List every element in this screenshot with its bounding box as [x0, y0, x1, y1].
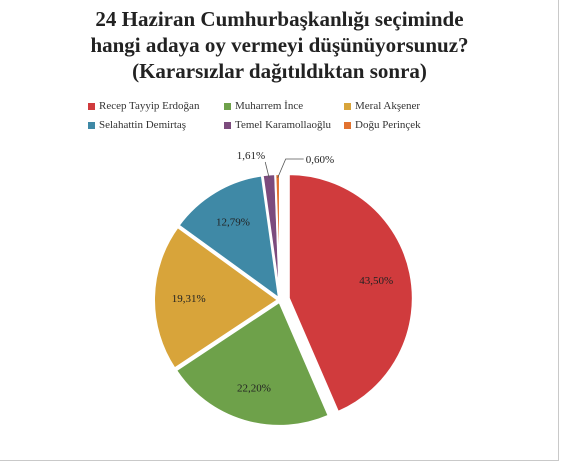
- pie-slice: [287, 173, 414, 414]
- chart-title-line-2: hangi adaya oy vermeyi düşünüyorsunuz?: [90, 33, 469, 57]
- legend-item: Selahattin Demirtaş: [88, 119, 224, 132]
- pie-slice: [153, 225, 280, 370]
- legend-label: Selahattin Demirtaş: [99, 119, 187, 131]
- legend-label: Doğu Perinçek: [355, 119, 421, 131]
- legend-label: Meral Akşener: [355, 100, 421, 112]
- legend-label: Recep Tayyip Erdoğan: [99, 100, 200, 112]
- legend-item: Temel Karamollaoğlu: [224, 119, 344, 132]
- pie-slice: [274, 172, 281, 299]
- leader-line: [277, 158, 304, 178]
- data-label: 1,61%: [237, 150, 265, 162]
- chart-frame: [0, 0, 559, 461]
- pie-slice: [177, 174, 281, 301]
- chart-legend: Recep Tayyip Erdoğan Muharrem İnce Meral A…: [88, 100, 468, 132]
- legend-item: Recep Tayyip Erdoğan: [88, 100, 224, 113]
- legend-swatch: [224, 103, 231, 110]
- chart-title-line-3: (Kararsızlar dağıtıldıktan sonra): [132, 59, 427, 83]
- pie-slice: [174, 300, 331, 427]
- legend-item: Muharrem İnce: [224, 100, 344, 113]
- data-label: 22,20%: [237, 383, 271, 395]
- chart-title: 24 Haziran Cumhurbaşkanlığı seçiminde ha…: [0, 6, 559, 84]
- data-label: 12,79%: [216, 217, 250, 229]
- legend-swatch: [344, 122, 351, 129]
- leader-line: [264, 161, 270, 179]
- legend-item: Doğu Perinçek: [344, 119, 468, 132]
- data-label: 19,31%: [172, 293, 206, 305]
- data-label: 43,50%: [359, 275, 393, 287]
- chart-title-line-1: 24 Haziran Cumhurbaşkanlığı seçiminde: [95, 7, 464, 31]
- legend-label: Temel Karamollaoğlu: [235, 119, 332, 131]
- legend-swatch: [88, 103, 95, 110]
- legend-swatch: [88, 122, 95, 129]
- legend-swatch: [344, 103, 351, 110]
- legend-label: Muharrem İnce: [235, 100, 304, 112]
- legend-item: Meral Akşener: [344, 100, 468, 113]
- data-label: 0,60%: [306, 154, 334, 166]
- legend-swatch: [224, 122, 231, 129]
